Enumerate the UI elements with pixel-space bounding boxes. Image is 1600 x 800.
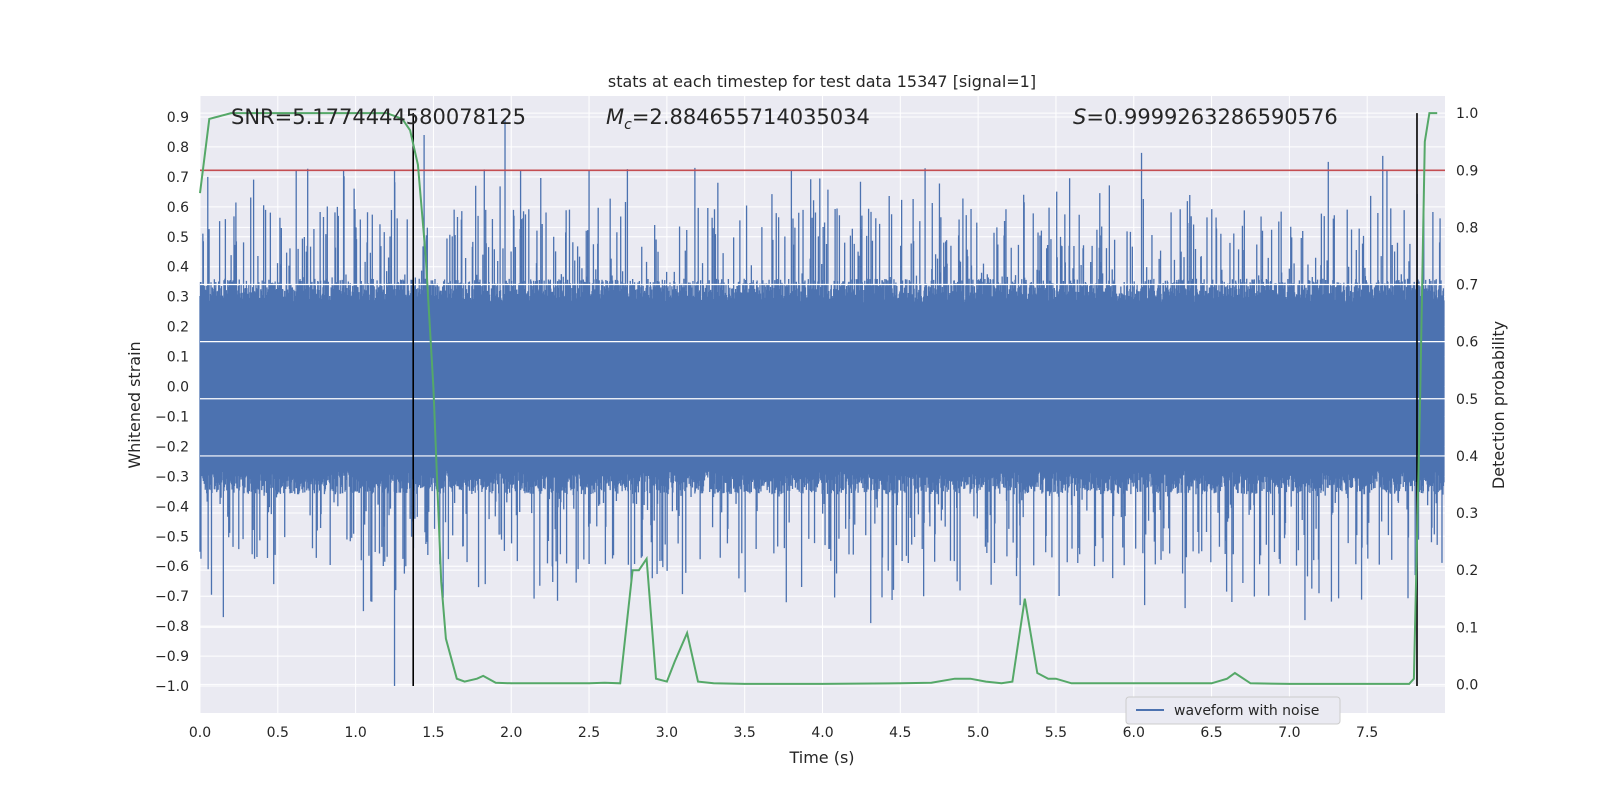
y-tick-label-12: −0.3 [155,469,189,485]
y2-tick-label-4: 0.6 [1456,335,1478,351]
y2-tick-label-10: 0.0 [1456,677,1478,693]
score-annotation: S=0.9999263286590576 [1073,105,1338,129]
chart-title: stats at each timestep for test data 153… [608,72,1036,91]
x-tick-label-3: 1.5 [422,725,444,741]
x-tick-label-1: 0.5 [267,725,289,741]
probability-series [199,112,1438,685]
x-tick-label-9: 4.5 [889,725,911,741]
y-tick-label-14: −0.5 [155,529,189,545]
y-tick-label-16: −0.7 [155,589,189,605]
x-tick-label-14: 7.0 [1278,725,1300,741]
y-tick-labels: 0.9 0.8 0.7 0.6 0.5 0.4 0.3 0.2 0.1 0.0 −0.1 −0.2 −0… [155,110,189,695]
y2-tick-label-6: 0.4 [1456,449,1478,465]
y2-tick-label-1: 0.9 [1456,163,1478,179]
x-tick-label-6: 3.0 [656,725,678,741]
y-tick-label-4: 0.5 [167,230,189,246]
x-tick-label-7: 3.5 [734,725,756,741]
legend: waveform with noise [1125,696,1341,725]
y-tick-label-9: 0.0 [167,380,189,396]
y-tick-label-8: 0.1 [167,350,189,366]
score-symbol: S [1073,105,1086,129]
y-tick-label-2: 0.7 [167,170,189,186]
y-tick-label-13: −0.4 [155,499,189,515]
x-tick-label-13: 6.5 [1200,725,1222,741]
y-tick-label-15: −0.6 [155,559,189,575]
y-tick-label-11: −0.2 [155,439,189,455]
score-value: =0.9999263286590576 [1086,105,1337,129]
x-tick-label-5: 2.5 [578,725,600,741]
x-tick-label-15: 7.5 [1356,725,1378,741]
waveform-series [199,119,1445,687]
x-axis-label: Time (s) [788,748,854,767]
chirp-mass-annotation: Mc=2.884655714035034 [606,105,870,133]
y2-tick-labels: 1.0 0.9 0.8 0.7 0.6 0.5 0.4 0.3 0.2 0.1 0.0 [1456,106,1478,693]
y2-tick-label-9: 0.1 [1456,620,1478,636]
x-tick-labels: 0.0 0.5 1.0 1.5 2.0 2.5 3.0 3.5 4.0 4.5 5.0 5.5 6.0 6… [189,725,1378,741]
y2-tick-label-0: 1.0 [1456,106,1478,122]
y2-tick-label-2: 0.8 [1456,220,1478,236]
y-tick-label-19: −1.0 [155,679,189,695]
y-tick-label-5: 0.4 [167,260,189,276]
y2-tick-label-5: 0.5 [1456,392,1478,408]
y-tick-label-18: −0.9 [155,649,189,665]
chirp-mass-symbol: M [606,105,624,129]
x-tick-label-10: 5.0 [967,725,989,741]
y-tick-label-6: 0.3 [167,290,189,306]
y-tick-label-0: 0.9 [167,110,189,126]
y2-tick-label-7: 0.3 [1456,506,1478,522]
y-tick-label-3: 0.6 [167,200,189,216]
y2-tick-label-3: 0.7 [1456,278,1478,294]
x-tick-label-0: 0.0 [189,725,211,741]
x-tick-label-11: 5.5 [1045,725,1067,741]
legend-label: waveform with noise [1174,703,1319,719]
x-tick-label-2: 1.0 [344,725,366,741]
chirp-mass-value: =2.884655714035034 [632,105,870,129]
y-axis-label: Whitened strain [125,341,144,468]
y-tick-label-7: 0.2 [167,320,189,336]
y2-axis-label: Detection probability [1489,321,1508,489]
y-tick-label-10: −0.1 [155,409,189,425]
snr-annotation: SNR=5.1774444580078125 [231,105,526,129]
overlays [200,113,1445,687]
waveform-path [199,119,1445,687]
x-tick-label-12: 6.0 [1123,725,1145,741]
probability-line [199,112,1438,685]
chirp-mass-subscript: c [624,117,632,133]
legend-box [1125,696,1341,725]
y-tick-label-17: −0.8 [155,619,189,635]
x-tick-label-8: 4.0 [811,725,833,741]
y-tick-label-1: 0.8 [167,140,189,156]
x-tick-label-4: 2.0 [500,725,522,741]
y2-tick-label-8: 0.2 [1456,563,1478,579]
